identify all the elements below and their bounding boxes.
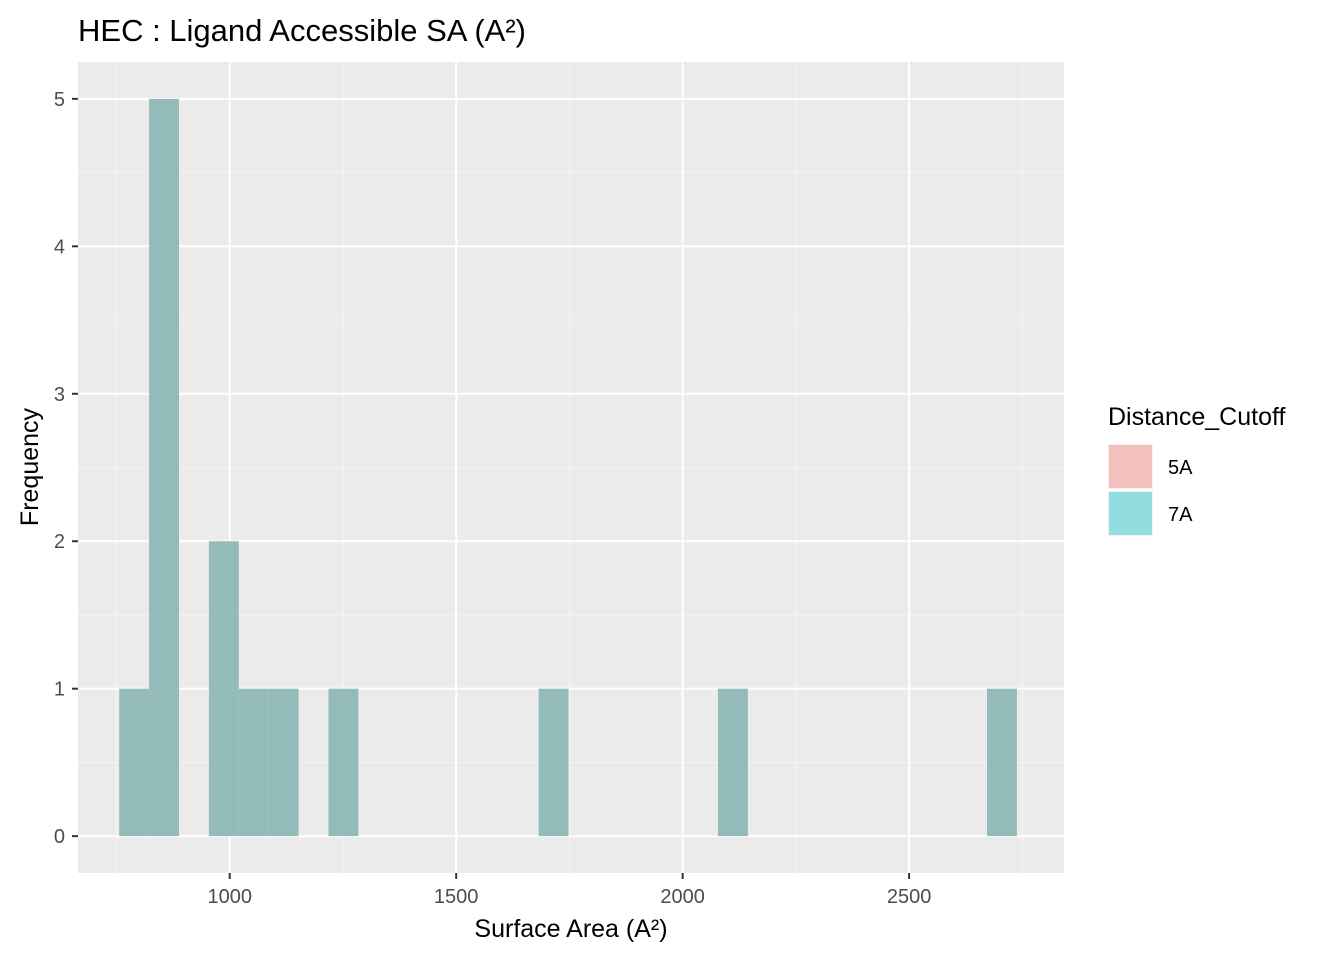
histogram-bar — [328, 688, 359, 837]
histogram-bar — [538, 688, 569, 837]
y-tick-label: 3 — [54, 384, 65, 406]
y-tick-label: 4 — [54, 236, 65, 258]
histogram-bar — [717, 688, 748, 837]
x-axis-ticks: 1000 1500 2000 2500 — [207, 873, 931, 908]
histogram-bar — [119, 688, 150, 837]
legend-label-5A: 5A — [1168, 457, 1193, 479]
legend-swatch-7A — [1109, 492, 1152, 535]
y-tick-label: 0 — [54, 826, 65, 848]
y-axis-ticks: 0 1 2 3 4 5 — [54, 89, 78, 848]
histogram-bar — [238, 688, 269, 837]
minor-gridlines — [78, 62, 1064, 873]
x-tick-label: 1500 — [434, 886, 479, 908]
y-tick-label: 2 — [54, 531, 65, 553]
histogram-bar — [208, 541, 239, 837]
x-axis-title: Surface Area (A²) — [474, 915, 667, 943]
x-tick-label: 2500 — [887, 886, 932, 908]
histogram-bar — [987, 688, 1017, 837]
legend: Distance_Cutoff 5A 7A — [1108, 403, 1285, 536]
x-tick-label: 2000 — [660, 886, 705, 908]
legend-title: Distance_Cutoff — [1108, 403, 1285, 431]
legend-swatch-5A — [1109, 445, 1152, 488]
x-tick-label: 1000 — [207, 886, 252, 908]
legend-label-7A: 7A — [1168, 504, 1193, 526]
legend-key-7A — [1108, 491, 1153, 536]
y-tick-label: 1 — [54, 679, 65, 701]
chart-title: HEC : Ligand Accessible SA (A²) — [78, 13, 526, 48]
y-tick-label: 5 — [54, 89, 65, 111]
bars — [119, 98, 1017, 837]
y-axis-title: Frequency — [16, 407, 44, 526]
histogram-bar — [149, 98, 180, 837]
histogram-bar — [268, 688, 299, 837]
legend-key-5A — [1108, 444, 1153, 489]
